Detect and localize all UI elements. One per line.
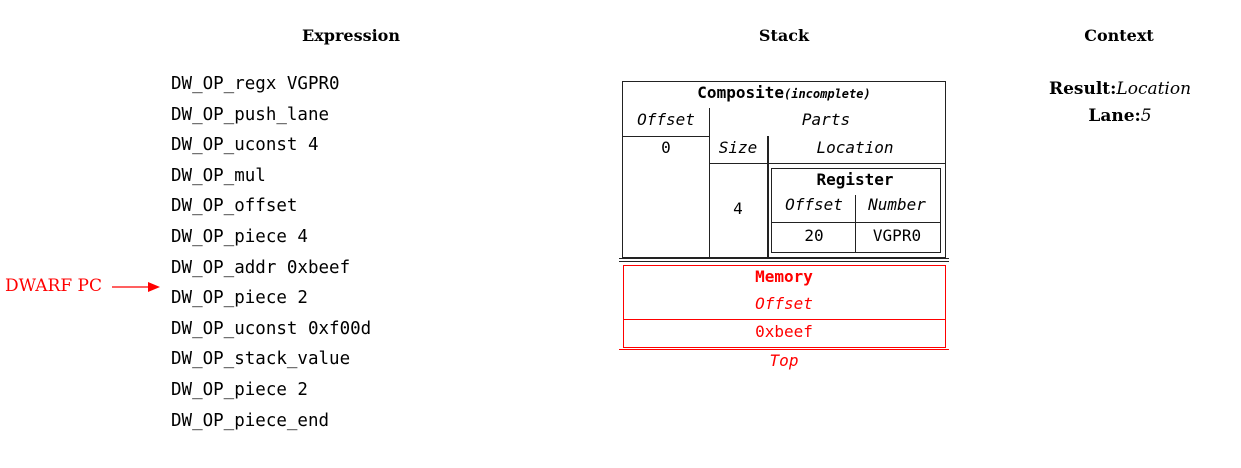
memory-offset-label: Offset [755, 294, 813, 313]
context-lane: Lane:5 [1088, 106, 1152, 126]
memory-box [623, 265, 946, 348]
expression-op: DW_OP_push_lane [171, 104, 330, 125]
composite-box [622, 81, 946, 258]
expression-op: DW_OP_regx VGPR0 [171, 74, 340, 94]
expression-op: DW_OP_offset [171, 196, 298, 217]
memory-title: Memory [755, 267, 813, 286]
top-label: Top [769, 351, 799, 370]
composite-offset: 0 [661, 138, 671, 157]
expression-op: DW_OP_piece 2 [171, 380, 308, 400]
dwarf-pc-label: DWARF PC [5, 276, 102, 296]
context-header: Context [1084, 26, 1154, 45]
expression-op: DW_OP_piece 2 [171, 288, 308, 309]
composite-title: Composite(incomplete) [697, 83, 871, 102]
expression-op: DW_OP_piece 4 [171, 227, 308, 247]
expression-op: DW_OP_stack_value [171, 349, 351, 370]
expression-op: DW_OP_mul [171, 165, 266, 186]
location-label: Location [816, 138, 894, 157]
offset-label: Offset [637, 110, 695, 129]
register-box [771, 168, 941, 253]
pc-arrow-icon [112, 282, 160, 292]
expression-header: Expression [302, 26, 400, 45]
expression-op: DW_OP_piece_end [171, 410, 330, 431]
context-result: Result:Location [1048, 79, 1192, 99]
memory-offset: 0xbeef [755, 322, 813, 341]
expression-op: DW_OP_addr 0xbeef [171, 257, 351, 278]
size-label: Size [718, 138, 758, 157]
part-size: 4 [733, 199, 743, 218]
register-offset: 20 [804, 226, 824, 245]
register-number-label: Number [868, 195, 926, 214]
register-offset-label: Offset [785, 195, 843, 214]
register-title: Register [816, 170, 894, 189]
parts-label: Parts [801, 110, 851, 129]
expression-op: DW_OP_uconst 0xf00d [171, 318, 372, 339]
stack-header: Stack [758, 26, 810, 45]
expression-op: DW_OP_uconst 4 [171, 135, 319, 156]
register-number: VGPR0 [872, 226, 922, 245]
